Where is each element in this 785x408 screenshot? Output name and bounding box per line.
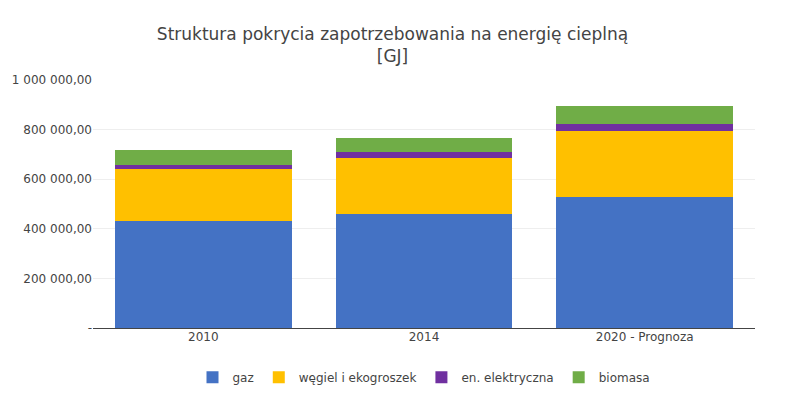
svg-text:1 000 000,00: 1 000 000,00 [12,73,92,87]
svg-text:400 000,00: 400 000,00 [23,222,92,236]
svg-text:-: - [88,321,92,335]
svg-text:200 000,00: 200 000,00 [23,272,92,286]
svg-text:en. elektryczna: en. elektryczna [461,371,553,385]
svg-text:Struktura pokrycia zapotrzebow: Struktura pokrycia zapotrzebowania na en… [157,24,628,66]
svg-text:2020 - Prognoza: 2020 - Prognoza [596,330,694,344]
svg-text:800 000,00: 800 000,00 [23,123,92,137]
svg-text:2010: 2010 [188,330,219,344]
svg-text:2014: 2014 [409,330,440,344]
svg-text:gaz: gaz [233,371,254,385]
svg-text:węgiel i ekogroszek: węgiel i ekogroszek [299,371,417,385]
svg-text:biomasa: biomasa [599,371,650,385]
svg-text:600 000,00: 600 000,00 [23,172,92,186]
